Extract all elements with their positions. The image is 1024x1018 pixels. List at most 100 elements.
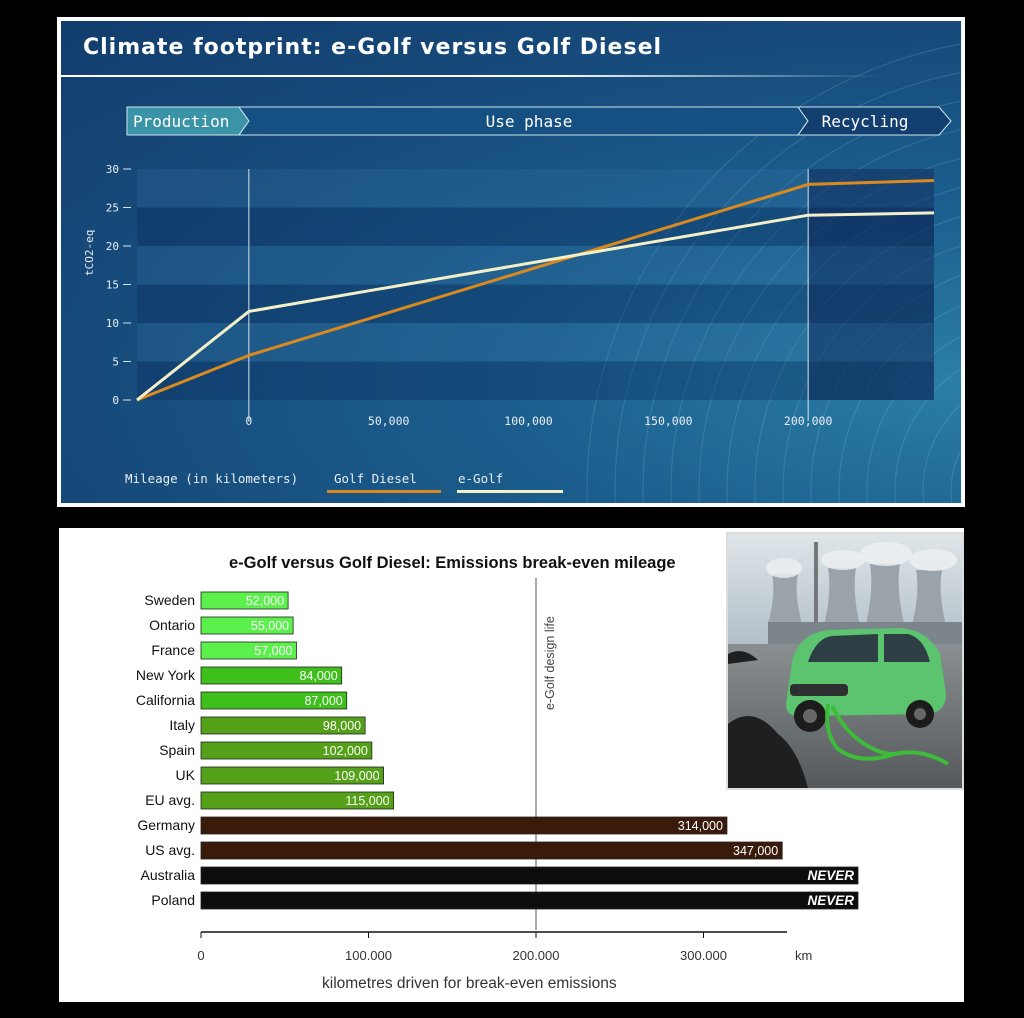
category-label: California [136,692,195,708]
bar-new-york [200,666,343,685]
climate-footprint-chart-area: Climate footprint: e-Golf versus Golf Di… [61,21,961,503]
break-even-plot: Sweden 52,000 Ontario 55,000 France 57,000 New… [136,578,859,963]
category-label: Ontario [149,617,195,633]
bar-value-label: 84,000 [299,669,337,683]
bar-uk [200,766,384,785]
phase-label-use: Use phase [486,112,573,131]
x-tick-label: 0 [245,414,252,428]
break-even-panel: e-Golf versus Golf Diesel: Emissions bre… [59,528,964,1002]
bar-california [200,691,348,710]
y-tick-label: 15 [106,279,119,292]
bar-value-label: 52,000 [246,594,284,608]
x-tick-label: 0 [197,948,204,963]
category-label: UK [176,767,196,783]
climate-footprint-svg: Production Use phase Recycling 0 5 10 15 20 2… [83,43,961,503]
bar-value-label: 347,000 [733,844,778,858]
phase-recycling [797,106,952,136]
category-label: Spain [159,742,195,758]
climate-footprint-title: Climate footprint: e-Golf versus Golf Di… [83,35,663,60]
grid-band [137,169,934,208]
legend: Golf Diesel e-Golf [327,471,563,493]
background-arc [754,215,961,503]
background-arc [866,335,961,503]
bar-value-label: 55,000 [251,619,289,633]
x-axis-title: kilometres driven for break-even emissio… [322,975,617,992]
bar-poland [200,891,859,910]
bar-ontario [200,616,294,635]
grid-band [137,323,934,362]
background-arc [950,448,961,503]
title-rule [61,75,881,77]
charging-cable [825,703,950,766]
legend-diesel-label: Golf Diesel [334,471,417,486]
bar-value-label: 109,000 [334,769,379,783]
recycling-region [808,169,934,400]
category-label: Australia [141,867,196,883]
bar-australia [200,866,859,885]
x-tick-label: 200.000 [513,948,560,963]
bar-spain [200,741,373,760]
background-arc [586,43,961,503]
bar-value-label: 115,000 [345,794,389,808]
bar-value-label: NEVER [807,868,854,883]
bar-us-avg- [200,841,783,860]
x-tick-label: 50,000 [368,414,410,428]
y-tick-label: 0 [112,394,119,407]
legend-egolf-label: e-Golf [458,471,503,486]
cooling-towers [768,542,946,632]
background-arc [782,245,961,503]
background-arc [642,100,961,503]
x-tick-label: 150,000 [644,414,693,428]
background-arc [894,368,961,503]
plot-area: 0 5 10 15 20 25 30 0 50,000 100,000 150,000 200,000 [106,163,935,428]
background-arc [614,72,961,503]
y-tick-label: 25 [106,202,119,215]
series-line-golf-diesel [136,179,935,402]
e-golf-illustration [728,534,962,788]
background-arc [922,403,961,503]
bar-value-label: 102,000 [323,744,368,758]
bar-italy [200,716,366,735]
phase-label-production: Production [133,112,229,131]
bar-sweden [200,591,289,610]
category-label: France [151,642,195,658]
grid-band [137,246,934,285]
bar-value-label: 57,000 [254,644,292,658]
x-tick-label: 200,000 [784,414,833,428]
category-label: Italy [169,717,195,733]
phase-bar: Production Use phase Recycling [126,106,952,136]
x-tick-label: 300.000 [680,948,727,963]
e-golf-photo [726,532,964,790]
x-tick-label: 100.000 [345,948,392,963]
series-line-e-golf [136,211,935,402]
grid-band [137,207,934,246]
bar-value-label: NEVER [807,893,854,908]
bar-value-label: 314,000 [678,819,723,833]
background-arc [726,186,961,503]
bar-value-label: 98,000 [323,719,361,733]
background-arc [698,157,961,503]
category-label: Poland [151,892,195,908]
bar-value-label: 87,000 [304,694,342,708]
bar-france [200,641,297,660]
bar-eu-avg- [200,791,395,810]
design-life-label: e-Golf design life [543,616,557,710]
green-car [786,628,946,732]
category-label: US avg. [145,842,195,858]
break-even-title: e-Golf versus Golf Diesel: Emissions bre… [229,554,676,572]
x-axis-label: Mileage (in kilometers) [125,471,298,486]
category-label: Sweden [144,592,195,608]
x-unit-label: km [795,948,812,963]
grid-band [137,361,934,400]
climate-footprint-panel: Climate footprint: e-Golf versus Golf Di… [57,17,965,507]
x-tick-label: 100,000 [504,414,553,428]
legend-egolf-swatch [457,490,563,493]
category-label: New York [136,667,196,683]
y-tick-label: 20 [106,240,119,253]
background-arc [838,304,961,503]
background-arcs [586,43,961,503]
y-axis-label: tCO2-eq [83,230,96,276]
y-tick-label: 5 [112,356,119,369]
y-tick-label: 10 [106,317,119,330]
grid-band [137,284,934,323]
